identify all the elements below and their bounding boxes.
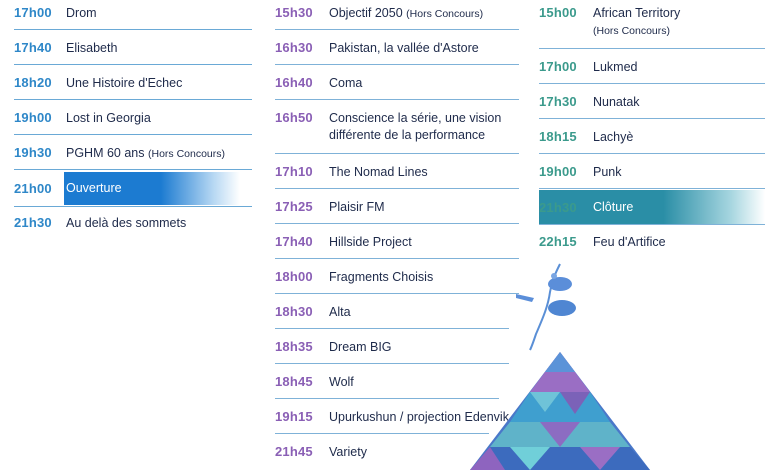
- row-time: 22h15: [539, 234, 577, 249]
- schedule-row: 19h00 Punk: [539, 164, 765, 189]
- schedule-row: 22h15 Feu d'Artifice: [539, 234, 765, 258]
- row-title: Nunatak: [593, 95, 640, 109]
- row-time: 21h45: [275, 444, 313, 459]
- row-time: 18h00: [275, 269, 313, 284]
- row-title: Lukmed: [593, 60, 638, 74]
- schedule-row: 21h30 Au delà des sommets: [14, 206, 252, 239]
- row-title: The Nomad Lines: [329, 165, 428, 179]
- row-time: 17h10: [275, 164, 313, 179]
- row-title: Lost in Georgia: [66, 111, 151, 125]
- row-time: 21h30: [539, 199, 577, 215]
- schedule-row: 18h35 Dream BIG: [275, 339, 509, 364]
- row-time: 21h00: [14, 181, 52, 196]
- row-title: PGHM 60 ans (Hors Concours): [66, 145, 225, 163]
- row-time: 19h15: [275, 409, 313, 424]
- row-time: 18h45: [275, 374, 313, 389]
- row-title: Elisabeth: [66, 41, 118, 55]
- row-time: 18h30: [275, 304, 313, 319]
- row-title: Drom: [66, 6, 97, 20]
- schedule-row: 17h30 Nunatak: [539, 94, 765, 119]
- row-title: Alta: [329, 305, 351, 319]
- row-title: African Territory (Hors Concours): [593, 5, 680, 40]
- row-title: Lachyè: [593, 130, 634, 144]
- row-time: 18h35: [275, 339, 313, 354]
- row-title: Punk: [593, 165, 622, 179]
- row-title-line2: différente de la performance: [329, 128, 486, 142]
- row-time: 16h40: [275, 75, 313, 90]
- schedule-row: 17h00 Lukmed: [539, 59, 765, 84]
- schedule-row: 16h30 Pakistan, la vallée d'Astore: [275, 40, 519, 65]
- row-title: Upurkushun / projection Edenvik: [329, 410, 509, 424]
- row-title: Feu d'Artifice: [593, 235, 666, 249]
- row-time: 18h15: [539, 129, 577, 144]
- schedule-row: 15h00 African Territory (Hors Concours): [539, 5, 765, 49]
- row-time: 19h00: [539, 164, 577, 179]
- schedule-row: 18h00 Fragments Choisis: [275, 269, 519, 294]
- row-note: (Hors Concours): [148, 148, 226, 160]
- schedule-row: 17h00 Drom: [14, 5, 252, 30]
- row-time: 17h40: [275, 234, 313, 249]
- schedule-row: 16h40 Coma: [275, 75, 519, 100]
- row-title: Pakistan, la vallée d'Astore: [329, 41, 479, 55]
- row-title: Ouverture: [66, 181, 122, 195]
- row-time: 19h00: [14, 110, 52, 125]
- schedule-row: 17h10 The Nomad Lines: [275, 164, 519, 189]
- row-time: 15h00: [539, 5, 577, 20]
- row-title: Variety: [329, 445, 367, 459]
- row-time: 18h20: [14, 75, 52, 90]
- schedule-row: 19h30 PGHM 60 ans (Hors Concours): [14, 145, 252, 170]
- row-time: 17h00: [539, 59, 577, 74]
- schedule-row: 18h45 Wolf: [275, 374, 499, 399]
- row-time: 16h30: [275, 40, 313, 55]
- row-title: Wolf: [329, 375, 354, 389]
- row-title: Fragments Choisis: [329, 270, 434, 284]
- schedule-row: 17h40 Elisabeth: [14, 40, 252, 65]
- schedule-row: 19h15 Upurkushun / projection Edenvik: [275, 409, 509, 434]
- row-time: 17h25: [275, 199, 313, 214]
- row-title-line1: African Territory: [593, 6, 681, 20]
- schedule-row-highlight: 21h30 Clôture: [539, 190, 765, 225]
- schedule-row: 17h25 Plaisir FM: [275, 199, 519, 224]
- row-time: 15h30: [275, 5, 313, 20]
- row-time: 17h00: [14, 5, 52, 20]
- schedule-row: 18h15 Lachyè: [539, 129, 765, 154]
- row-time: 17h40: [14, 40, 52, 55]
- schedule-row: 16h50 Conscience la série, une vision dif…: [275, 110, 519, 154]
- row-title-line1: Conscience la série, une vision: [329, 111, 502, 125]
- row-time: 19h30: [14, 145, 52, 160]
- row-title: Au delà des sommets: [66, 216, 187, 230]
- schedule-row: 17h40 Hillside Project: [275, 234, 519, 259]
- mountain-illustration: [470, 352, 650, 470]
- lake-illustration: [516, 263, 576, 351]
- row-title-text: Objectif 2050: [329, 6, 403, 20]
- highlight-band: [64, 172, 240, 205]
- row-title: Une Histoire d'Echec: [66, 76, 183, 90]
- row-title: Hillside Project: [329, 235, 412, 249]
- row-time: 17h30: [539, 94, 577, 109]
- row-title: Dream BIG: [329, 340, 392, 354]
- schedule-row: 21h45 Variety: [275, 444, 519, 468]
- row-note: (Hors Concours): [406, 8, 484, 20]
- row-title-line2: (Hors Concours): [593, 25, 671, 37]
- schedule-row-highlight: 21h00 Ouverture: [14, 172, 252, 205]
- row-title: Conscience la série, une vision différent…: [329, 110, 501, 144]
- row-time: 16h50: [275, 110, 313, 125]
- row-title: Objectif 2050 (Hors Concours): [329, 5, 483, 23]
- schedule-row: 18h20 Une Histoire d'Echec: [14, 75, 252, 100]
- row-title-text: PGHM 60 ans: [66, 146, 145, 160]
- row-time: 21h30: [14, 215, 52, 230]
- schedule-row: 15h30 Objectif 2050 (Hors Concours): [275, 5, 519, 30]
- highlight-band: [539, 190, 765, 224]
- row-title: Plaisir FM: [329, 200, 385, 214]
- row-title: Coma: [329, 76, 363, 90]
- schedule-row: 19h00 Lost in Georgia: [14, 110, 252, 135]
- row-title: Clôture: [593, 199, 634, 214]
- schedule-row: 18h30 Alta: [275, 304, 509, 329]
